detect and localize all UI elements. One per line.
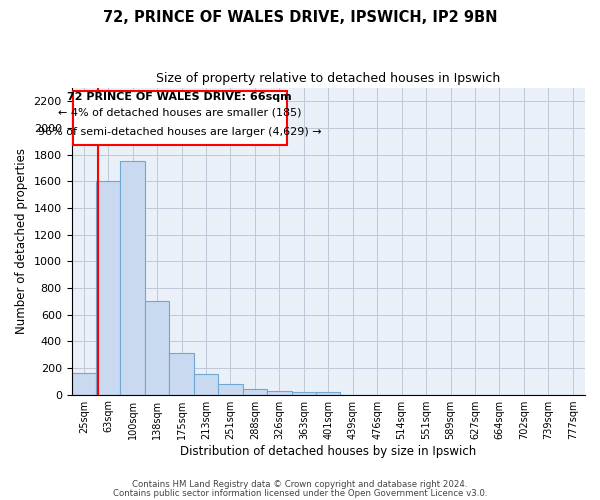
Bar: [145, 302, 169, 394]
Title: Size of property relative to detached houses in Ipswich: Size of property relative to detached ho…: [156, 72, 500, 86]
Bar: [96, 182, 121, 394]
Text: Contains public sector information licensed under the Open Government Licence v3: Contains public sector information licen…: [113, 490, 487, 498]
X-axis label: Distribution of detached houses by size in Ipswich: Distribution of detached houses by size …: [180, 444, 476, 458]
Bar: [194, 374, 218, 394]
Y-axis label: Number of detached properties: Number of detached properties: [15, 148, 28, 334]
Bar: [316, 392, 340, 394]
Bar: [267, 390, 292, 394]
Text: 72, PRINCE OF WALES DRIVE, IPSWICH, IP2 9BN: 72, PRINCE OF WALES DRIVE, IPSWICH, IP2 …: [103, 10, 497, 25]
Text: Contains HM Land Registry data © Crown copyright and database right 2024.: Contains HM Land Registry data © Crown c…: [132, 480, 468, 489]
Bar: [121, 162, 145, 394]
Bar: [242, 388, 267, 394]
Text: ← 4% of detached houses are smaller (185): ← 4% of detached houses are smaller (185…: [58, 108, 301, 118]
Bar: [71, 374, 96, 394]
Bar: [292, 392, 316, 394]
Bar: [218, 384, 242, 394]
Bar: [169, 354, 194, 395]
Text: 72 PRINCE OF WALES DRIVE: 66sqm: 72 PRINCE OF WALES DRIVE: 66sqm: [67, 92, 292, 102]
Text: 96% of semi-detached houses are larger (4,629) →: 96% of semi-detached houses are larger (…: [38, 127, 322, 137]
Bar: [73, 90, 287, 146]
